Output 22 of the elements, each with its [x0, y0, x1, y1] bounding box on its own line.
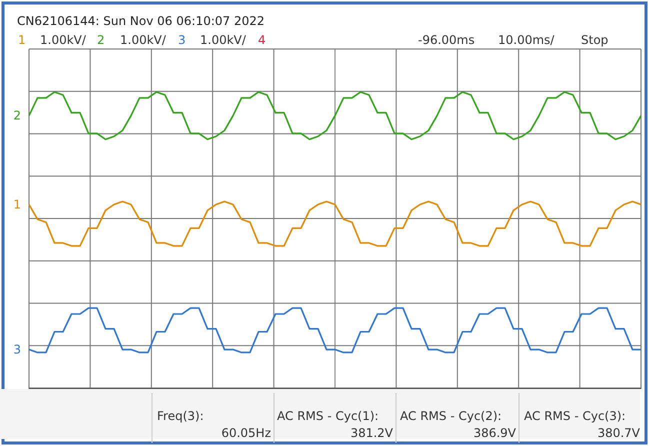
text: AC RMS - Cyc(3):	[524, 409, 626, 423]
series-label: 3	[13, 342, 21, 357]
text: 4	[258, 33, 266, 47]
text: AC RMS - Cyc(1):	[277, 409, 379, 423]
text: 3	[178, 33, 186, 47]
text: 1.00kV/	[120, 33, 167, 47]
text: 2	[97, 33, 105, 47]
text: AC RMS - Cyc(2):	[400, 409, 502, 423]
text: -96.00ms	[418, 33, 475, 47]
series-label: 1	[13, 197, 21, 212]
text: 10.00ms/	[498, 33, 556, 47]
text: 1.00kV/	[200, 33, 247, 47]
text: Freq(3):	[157, 409, 204, 423]
text: 60.05Hz	[221, 426, 271, 440]
chart-title: CN62106144: Sun Nov 06 06:10:07 2022	[17, 14, 264, 28]
text: 1.00kV/	[40, 33, 87, 47]
text: 1	[18, 33, 26, 47]
text: 386.9V	[473, 426, 517, 440]
text: 380.7V	[597, 426, 641, 440]
text: Stop	[581, 33, 608, 47]
text: 381.2V	[350, 426, 394, 440]
series-label: 2	[13, 108, 21, 123]
